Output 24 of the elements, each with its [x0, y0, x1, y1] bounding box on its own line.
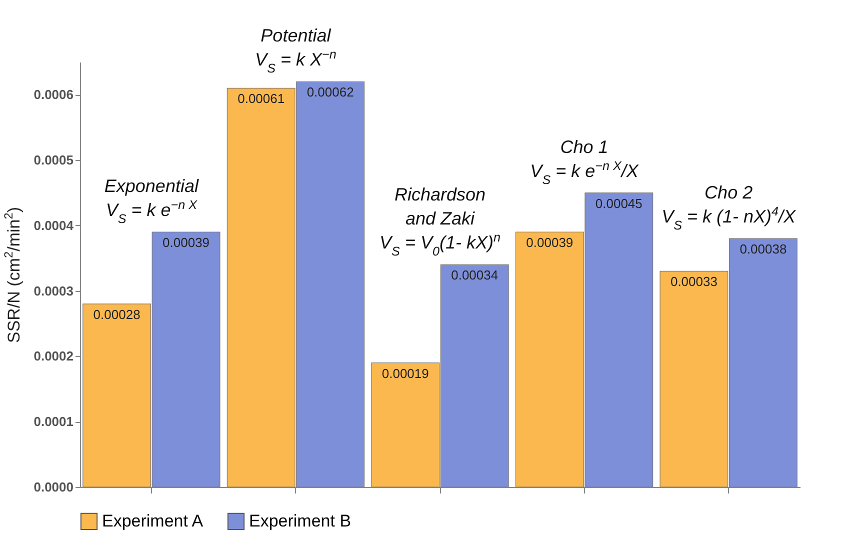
y-tick-label: 0.0002: [34, 348, 74, 364]
annotation: Exponential V$_{S}$ = k e$^{−n X}$: [104, 176, 200, 226]
annotation: Cho 1 V$_{S}$ = k e$^{−n X}$/X: [530, 136, 640, 187]
data-label: 0.00038: [740, 242, 787, 257]
y-tick-label: 0.0001: [34, 414, 74, 430]
y-tick-label: 0.0006: [34, 87, 74, 102]
data-label: 0.00019: [382, 366, 429, 381]
data-label: 0.00061: [238, 91, 285, 106]
y-tick-label: 0.0005: [34, 152, 74, 168]
y-tick-label: 0.0003: [34, 283, 74, 298]
data-label: 0.00028: [93, 306, 140, 322]
data-label: 0.00034: [451, 268, 498, 283]
legend-label: Experiment A: [102, 511, 204, 530]
annotation: Richardson and Zaki V$_{S}$ = V$_{0}$(1- kX)$^{n}$: [380, 184, 500, 259]
data-label: 0.00045: [595, 196, 642, 211]
text: Cho 2 V$_{S}$ = k (1- nX)$^{4}$/X: [662, 182, 796, 233]
data-label: 0.00039: [162, 235, 210, 250]
legend-label: Experiment B: [249, 511, 352, 530]
data-label: 0.00062: [306, 84, 354, 100]
y-tick-label: 0.0000: [34, 480, 74, 494]
data-label: 0.00033: [670, 274, 718, 290]
y-tick-label: 0.0004: [34, 218, 74, 233]
data-label: 0.00039: [526, 235, 574, 250]
annotation: Potential V$_{S}$ = k X$^{−n}$: [255, 26, 336, 76]
